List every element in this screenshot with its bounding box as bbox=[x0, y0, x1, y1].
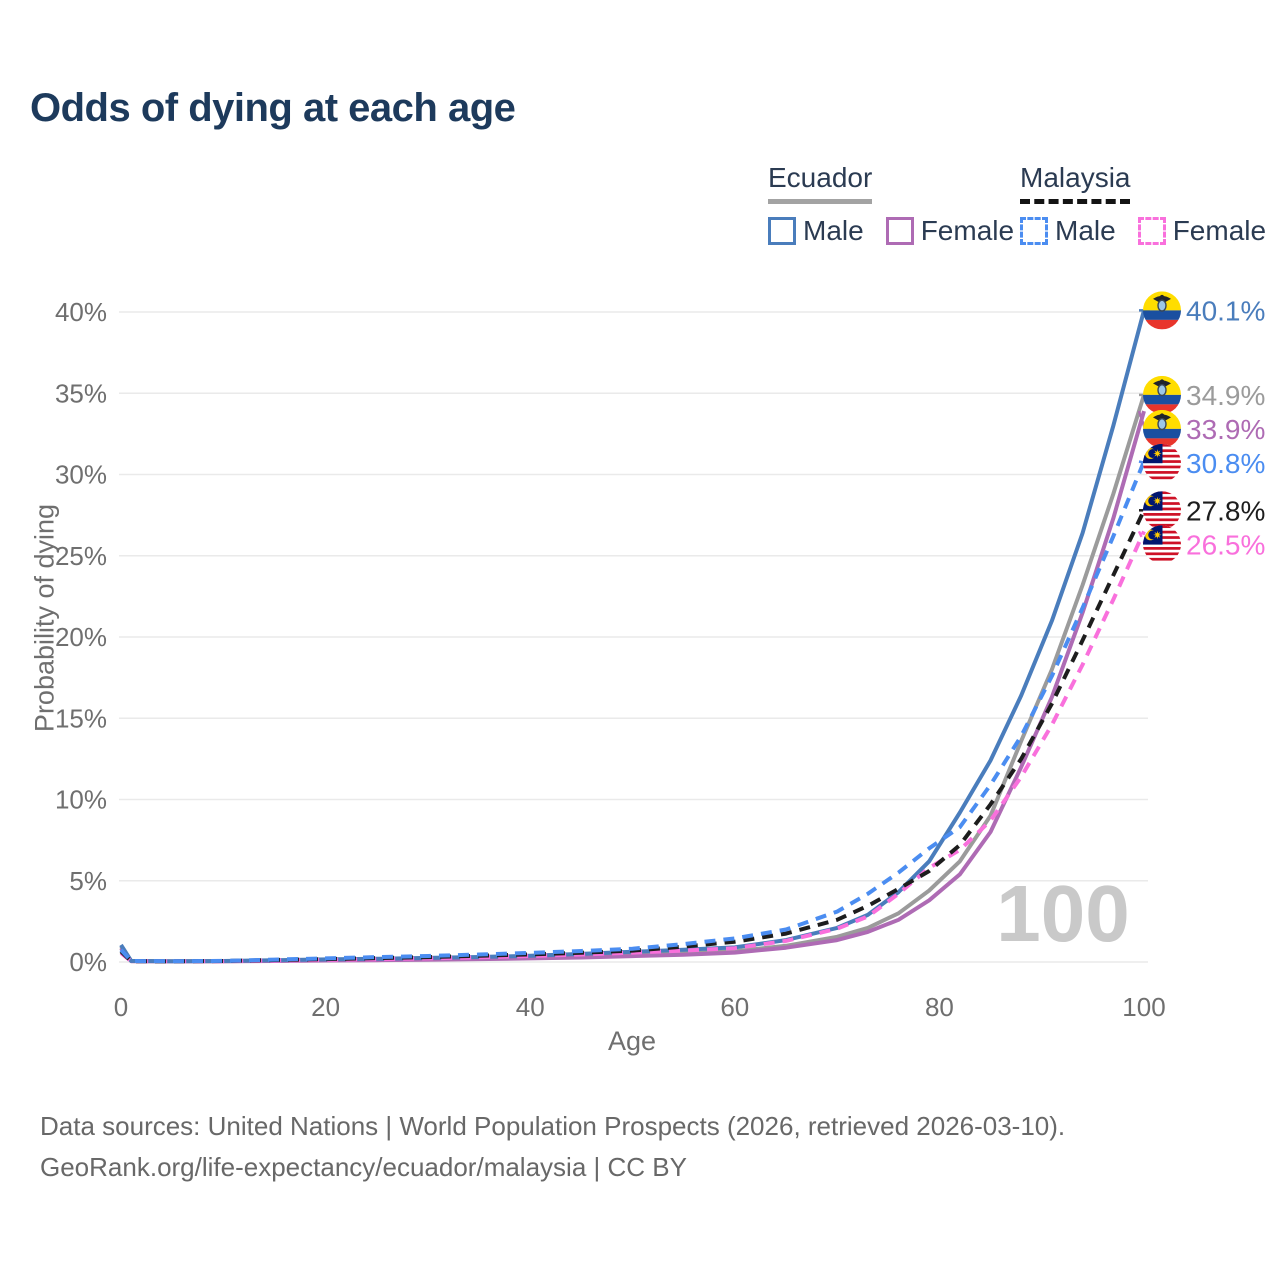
legend-label-ecuador-female: Female bbox=[920, 215, 1015, 246]
y-tick-label: 30% bbox=[55, 460, 107, 490]
ecuador-flag-icon bbox=[1143, 376, 1181, 414]
x-tick-label: 100 bbox=[1122, 992, 1165, 1022]
page-title: Odds of dying at each age bbox=[30, 86, 516, 130]
ecuador-flag-icon bbox=[1143, 410, 1181, 448]
x-tick-label: 60 bbox=[720, 992, 749, 1022]
end-value-label-ecuador-total: 34.9% bbox=[1186, 380, 1265, 411]
legend-item-malaysia-male[interactable]: Male bbox=[1020, 215, 1116, 247]
legend-swatch-malaysia-male-icon bbox=[1020, 217, 1048, 245]
legend-swatch-malaysia-female-icon bbox=[1137, 217, 1166, 245]
legend-swatch-ecuador-female-icon bbox=[885, 217, 914, 245]
series-line-ecuador-female bbox=[119, 410, 1146, 964]
legend-row-malaysia: Male Female bbox=[1020, 215, 1266, 247]
y-axis-title: Probability of dying bbox=[29, 503, 60, 733]
x-tick-label: 80 bbox=[925, 992, 954, 1022]
series-line-ecuador-total bbox=[119, 394, 1146, 964]
x-tick-label: 20 bbox=[311, 992, 340, 1022]
legend-label-malaysia-male: Male bbox=[1055, 215, 1116, 246]
end-value-label-ecuador-male: 40.1% bbox=[1186, 295, 1265, 326]
end-value-label-malaysia-total: 27.8% bbox=[1186, 495, 1265, 526]
age-watermark: 100 bbox=[996, 869, 1130, 958]
footer: Data sources: United Nations | World Pop… bbox=[40, 1106, 1065, 1188]
legend-group-ecuador: Ecuador Male Female bbox=[768, 162, 1014, 247]
end-value-label-ecuador-female: 33.9% bbox=[1186, 414, 1265, 445]
legend-item-malaysia-female[interactable]: Female bbox=[1137, 215, 1267, 247]
end-value-label-malaysia-female: 26.5% bbox=[1186, 529, 1265, 560]
y-tick-label: 35% bbox=[55, 378, 107, 408]
legend-row-ecuador: Male Female bbox=[768, 215, 1014, 247]
legend-item-ecuador-female[interactable]: Female bbox=[885, 215, 1015, 247]
y-tick-label: 40% bbox=[55, 297, 107, 327]
series-line-ecuador-male bbox=[119, 309, 1146, 964]
malaysia-flag-icon bbox=[1143, 444, 1181, 482]
legend-swatch-ecuador-male-icon bbox=[768, 217, 796, 245]
x-tick-label: 40 bbox=[516, 992, 545, 1022]
series-line-malaysia-female bbox=[119, 530, 1146, 964]
legend-country-malaysia: Malaysia bbox=[1020, 162, 1131, 204]
y-tick-label: 0% bbox=[69, 947, 107, 977]
x-axis-title: Age bbox=[607, 1026, 657, 1056]
malaysia-flag-icon bbox=[1143, 491, 1181, 529]
y-tick-label: 5% bbox=[69, 866, 107, 896]
legend-label-malaysia-female: Female bbox=[1172, 215, 1267, 246]
end-connector-malaysia-male bbox=[1138, 460, 1150, 465]
end-value-label-malaysia-male: 30.8% bbox=[1186, 448, 1265, 479]
y-tick-label: 15% bbox=[55, 703, 107, 733]
ecuador-flag-icon bbox=[1143, 291, 1181, 329]
y-tick-label: 10% bbox=[55, 785, 107, 815]
plot-area: 0% 5% 10% 15% 20% 25% 30% 35% 40% 0 20 40 60 80 100 40.… bbox=[55, 291, 1265, 1022]
legend-country-ecuador: Ecuador bbox=[768, 162, 873, 204]
y-tick-label: 20% bbox=[55, 622, 107, 652]
footer-link-line: GeoRank.org/life-expectancy/ecuador/mala… bbox=[40, 1152, 687, 1182]
y-tick-label: 25% bbox=[55, 541, 107, 571]
legend-item-ecuador-male[interactable]: Male bbox=[768, 215, 864, 247]
legend-label-ecuador-male: Male bbox=[803, 215, 864, 246]
series-line-malaysia-total bbox=[119, 509, 1146, 964]
malaysia-flag-icon bbox=[1143, 525, 1181, 563]
legend-group-malaysia: Malaysia Male Female bbox=[1020, 162, 1266, 247]
footer-source-line: Data sources: United Nations | World Pop… bbox=[40, 1111, 1066, 1141]
x-tick-label: 0 bbox=[114, 992, 128, 1022]
series-line-malaysia-male bbox=[119, 460, 1146, 964]
